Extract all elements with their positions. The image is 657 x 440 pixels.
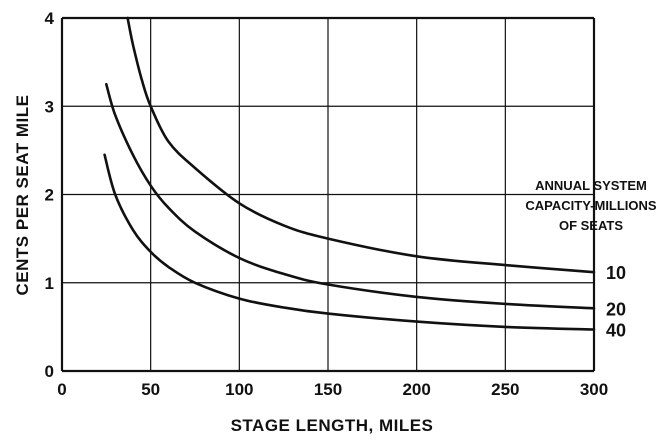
legend-title: ANNUAL SYSTEM CAPACITY-MILLIONS OF SEATS — [525, 178, 657, 233]
y-tick-label: 3 — [45, 97, 54, 116]
y-axis-label: CENTS PER SEAT MILE — [13, 95, 32, 296]
y-tick-label: 4 — [45, 9, 55, 28]
grid-lines — [60, 16, 596, 373]
x-tick-label: 200 — [402, 380, 430, 399]
x-tick-label: 0 — [57, 380, 66, 399]
y-tick-label: 1 — [45, 274, 54, 293]
x-tick-label: 100 — [225, 380, 253, 399]
series-label-40: 40 — [606, 321, 626, 341]
y-tick-label: 2 — [45, 186, 54, 205]
series-label-20: 20 — [606, 299, 626, 319]
x-tick-label: 50 — [141, 380, 160, 399]
x-axis-label: STAGE LENGTH, MILES — [231, 416, 434, 435]
x-axis-ticks: 0 50 100 150 200 250 300 — [57, 380, 608, 399]
series-line-20 — [105, 82, 596, 310]
legend-title-line-2: CAPACITY-MILLIONS — [525, 198, 657, 213]
legend-title-line-3: OF SEATS — [559, 218, 623, 233]
x-tick-label: 300 — [580, 380, 608, 399]
x-tick-label: 150 — [314, 380, 342, 399]
legend-title-line-1: ANNUAL SYSTEM — [535, 178, 647, 193]
y-axis-ticks: 0 1 2 3 4 — [45, 9, 55, 381]
x-tick-label: 250 — [491, 380, 519, 399]
y-tick-label: 0 — [45, 362, 54, 381]
series-lines — [103, 16, 596, 331]
series-label-10: 10 — [606, 263, 626, 283]
series-line-40 — [103, 153, 596, 331]
series-line-10 — [126, 16, 596, 274]
